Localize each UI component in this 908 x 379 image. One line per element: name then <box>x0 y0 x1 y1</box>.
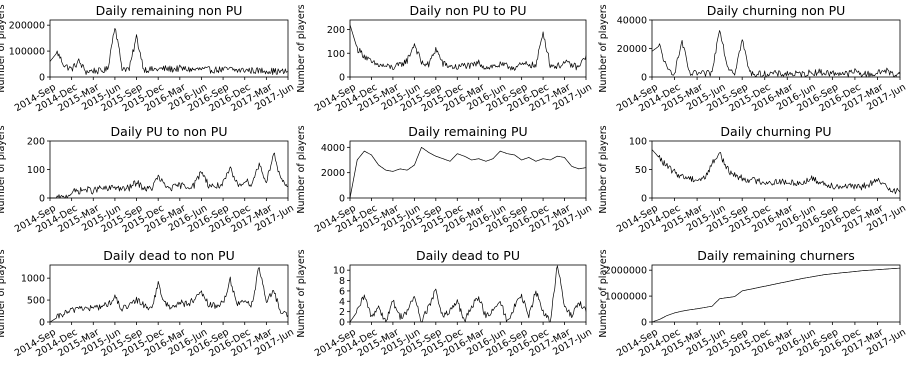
y-tick-label: 100 <box>629 137 647 148</box>
chart-churning_pu: Daily churning PU 0 50 100 Number of players… <box>598 124 908 235</box>
y-tick-label: 4000 <box>321 143 345 154</box>
chart-title: Daily remaining PU <box>408 124 527 139</box>
y-tick-label: 0 <box>339 194 345 205</box>
y-tick-label: 200000 <box>9 21 45 32</box>
y-tick-label: 2 <box>339 307 345 318</box>
y-tick-label: 100 <box>27 165 45 176</box>
series-line <box>349 24 587 71</box>
y-tick-label: 0 <box>641 73 647 84</box>
y-tick-label: 0 <box>339 73 345 84</box>
series-line <box>349 265 587 323</box>
series-line <box>651 267 901 323</box>
y-tick-label: 6 <box>339 286 345 297</box>
y-tick-label: 2000 <box>321 168 345 179</box>
y-tick-label: 0 <box>641 318 647 329</box>
y-tick-label: 1000 <box>21 274 45 285</box>
chart-dead_to_non_pu: Daily dead to non PU 0 500 1000 Number of pl… <box>0 248 296 359</box>
series-line <box>651 149 901 195</box>
chart-title: Daily dead to PU <box>416 248 520 263</box>
series-line <box>49 267 289 323</box>
y-tick-label: 100000 <box>9 47 45 58</box>
chart-title: Daily PU to non PU <box>111 124 228 139</box>
y-axis-label: Number of players <box>598 4 609 92</box>
chart-remaining_pu: Daily remaining PU 0 2000 4000 Number of pla… <box>296 124 594 235</box>
y-tick-label: 0 <box>39 318 45 329</box>
chart-churning_non_pu: Daily churning non PU 0 20000 40000 Number o… <box>598 3 908 114</box>
chart-non_pu_to_pu: Daily non PU to PU 0 100 200 Number of playe… <box>296 3 594 114</box>
y-tick-label: 0 <box>641 194 647 205</box>
y-axis-label: Number of players <box>0 249 7 337</box>
plot-frame <box>349 19 587 78</box>
plot-frame <box>349 140 587 199</box>
y-tick-label: 10 <box>333 266 345 277</box>
series-line <box>50 152 289 199</box>
plot-frame <box>651 264 901 323</box>
chart-title: Daily non PU to PU <box>410 3 527 18</box>
plot-frame <box>651 19 901 78</box>
chart-title: Daily churning PU <box>720 124 831 139</box>
y-axis-label: Number of players <box>296 4 307 92</box>
plot-frame <box>49 19 289 78</box>
y-axis-label: Number of players <box>598 249 609 337</box>
y-axis-label: Number of players <box>598 125 609 213</box>
series-line <box>349 146 587 199</box>
chart-grid: Daily remaining non PU 0 100000 200000 Numbe… <box>0 3 908 359</box>
series-line <box>651 30 901 78</box>
chart-remaining_churners: Daily remaining churners 0 1000000 2000000N… <box>598 248 908 359</box>
y-tick-label: 200 <box>27 137 45 148</box>
y-tick-label: 2000000 <box>605 266 647 277</box>
chart-remaining_non_pu: Daily remaining non PU 0 100000 200000Numbe… <box>0 3 296 114</box>
y-tick-label: 50 <box>635 165 647 176</box>
plot-frame <box>651 140 901 199</box>
chart-title: Daily remaining non PU <box>96 3 243 18</box>
y-tick-label: 4 <box>339 297 345 308</box>
y-tick-label: 40000 <box>617 16 647 27</box>
chart-title: Daily churning non PU <box>707 3 846 18</box>
y-axis-label: Number of players <box>0 4 7 92</box>
y-axis-label: Number of players <box>0 125 7 213</box>
y-tick-label: 200 <box>327 25 345 36</box>
y-tick-label: 0 <box>39 73 45 84</box>
chart-title: Daily dead to non PU <box>103 248 234 263</box>
chart-pu_to_non_pu: Daily PU to non PU 0 100 200 Number of playe… <box>0 124 296 235</box>
y-tick-label: 1000000 <box>605 292 647 303</box>
y-tick-label: 500 <box>27 296 45 307</box>
y-tick-label: 0 <box>39 194 45 205</box>
y-tick-label: 20000 <box>617 44 647 55</box>
chart-title: Daily remaining churners <box>697 248 855 263</box>
y-tick-label: 0 <box>339 318 345 329</box>
y-tick-label: 100 <box>327 49 345 60</box>
y-tick-label: 8 <box>339 276 345 287</box>
plot-frame <box>349 264 587 323</box>
series-line <box>49 28 289 75</box>
y-axis-label: Number of players <box>296 125 307 213</box>
y-axis-label: Number of players <box>296 249 307 337</box>
plot-frame <box>49 264 289 323</box>
